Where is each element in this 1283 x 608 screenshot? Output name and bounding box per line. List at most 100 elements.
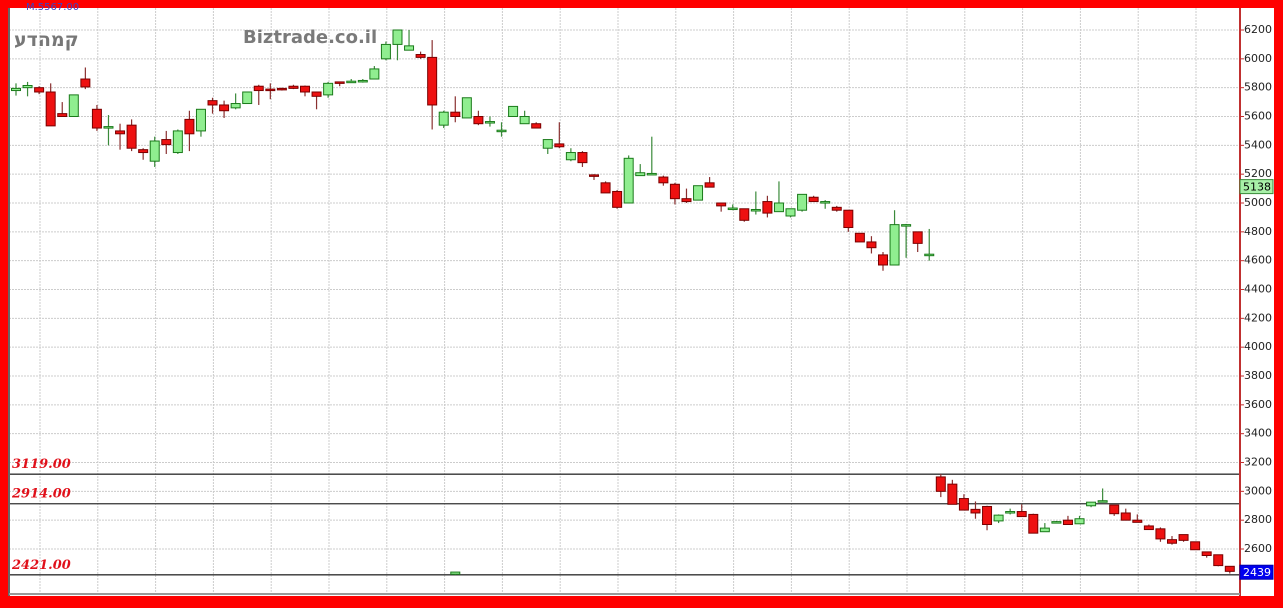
candle (693, 185, 704, 201)
candle (404, 45, 415, 51)
candle (600, 182, 611, 194)
y-axis-ticks: 2600 2800 3000 3200 3400 3600 3800 4000 4200 4400… (1240, 23, 1272, 555)
candle (22, 85, 33, 89)
plot-background (8, 8, 1240, 596)
candle (727, 207, 738, 211)
candle (230, 103, 241, 109)
candle (901, 224, 912, 227)
candle (346, 80, 357, 84)
candle (519, 116, 530, 125)
y-tick-label: 3600 (1244, 398, 1272, 411)
last-price-box (1239, 179, 1274, 195)
candle (889, 224, 900, 266)
candle (1051, 521, 1062, 524)
candle (1016, 511, 1027, 518)
candle (878, 254, 888, 266)
y-tick-label: 3000 (1244, 484, 1272, 497)
y-tick-label: 5800 (1244, 81, 1272, 94)
symbol-name: קמהדע (14, 29, 79, 51)
candle (658, 176, 669, 184)
candle (935, 476, 946, 492)
candle (739, 208, 750, 221)
candle (762, 201, 773, 214)
candle (866, 241, 877, 249)
top-readout: M.5567.00 (26, 2, 79, 13)
candle (542, 139, 553, 149)
candle (531, 123, 542, 129)
candle (1109, 504, 1120, 515)
y-tick-label: 3800 (1244, 369, 1272, 382)
last-price-label: 2439 (1243, 566, 1271, 579)
candle (843, 209, 854, 229)
candle (438, 111, 449, 126)
y-tick-label: 5000 (1244, 196, 1272, 209)
candle (450, 111, 461, 118)
candle (276, 87, 287, 91)
candle (1167, 539, 1177, 544)
y-tick-label: 4800 (1244, 225, 1272, 238)
watermark: Biztrade.co.il (243, 27, 377, 48)
candle (704, 182, 715, 188)
y-tick-label: 3200 (1244, 456, 1272, 469)
candle (126, 124, 137, 149)
y-tick-label: 2600 (1244, 542, 1272, 555)
candle (1155, 528, 1166, 540)
candle (288, 85, 299, 89)
candle (808, 196, 819, 203)
candle (1086, 501, 1097, 507)
candle (508, 105, 519, 118)
candles (11, 29, 1235, 575)
candle (484, 121, 495, 124)
candle (565, 152, 576, 161)
y-tick-label: 6000 (1244, 52, 1272, 65)
y-tick-label: 5600 (1244, 110, 1272, 123)
candle (1097, 500, 1108, 503)
candle (970, 508, 981, 514)
candle (820, 201, 831, 204)
candle (427, 56, 438, 106)
candle (1190, 541, 1201, 551)
candle (1062, 519, 1073, 526)
last-price-box (1239, 564, 1274, 580)
candle (57, 113, 68, 118)
candle (912, 231, 923, 244)
candle (993, 514, 1004, 522)
y-tick-label: 2800 (1244, 513, 1272, 526)
last-price-labels: 5138 2439 (1239, 179, 1274, 580)
candle (554, 143, 565, 148)
candle (207, 100, 218, 106)
candle (1074, 518, 1085, 525)
candle (947, 483, 958, 505)
candle (473, 116, 484, 125)
candle (785, 208, 796, 217)
candle (11, 87, 21, 92)
candle (589, 174, 599, 177)
candle (1213, 554, 1224, 567)
candle (103, 126, 114, 129)
candle (773, 202, 784, 213)
candle (635, 172, 646, 177)
candle (1120, 512, 1131, 521)
candle (45, 91, 56, 127)
y-tick-label: 5200 (1244, 167, 1272, 180)
candle (357, 79, 368, 83)
candle (265, 88, 276, 92)
y-tick-label: 4200 (1244, 311, 1272, 324)
candle (496, 129, 507, 133)
candle (311, 91, 322, 97)
outlier-candle (450, 571, 461, 575)
candle (34, 87, 45, 93)
candle (750, 208, 761, 212)
candle (797, 193, 808, 211)
candle (91, 108, 102, 129)
last-price-label: 5138 (1243, 181, 1271, 194)
candle (577, 152, 588, 164)
candle (369, 68, 380, 80)
candle (681, 198, 692, 203)
candle (392, 29, 403, 45)
candle (1005, 511, 1016, 514)
y-tick-label: 3400 (1244, 427, 1272, 440)
candle (242, 91, 253, 105)
candle (461, 97, 472, 119)
